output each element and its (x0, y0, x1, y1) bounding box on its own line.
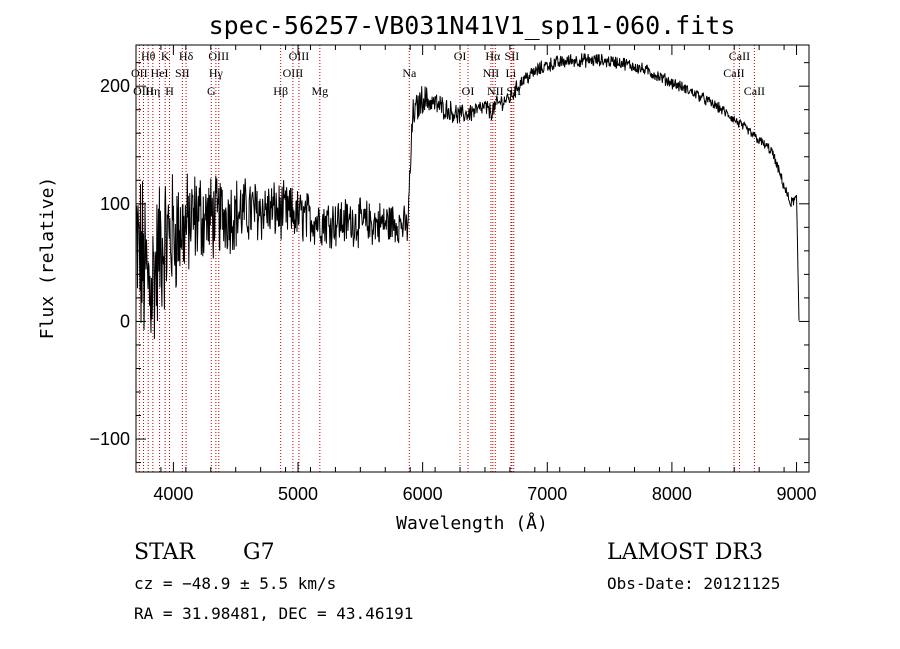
spectral-line-label: SII (175, 66, 190, 80)
spectral-line-label: OIII (133, 84, 154, 98)
spectral-line-label: OI (462, 84, 475, 98)
y-axis-ticks: −100 0 100 200 (89, 62, 809, 464)
x-axis-label: Wavelength (Å) (396, 512, 548, 534)
spectral-line-label: G (207, 84, 216, 98)
redshift-cz: cz = −48.9 ± 5.5 km/s (134, 574, 336, 593)
object-subclass: G7 (243, 540, 275, 565)
x-tick-label: 9000 (777, 484, 817, 504)
spectral-line-label: OIII (208, 49, 229, 63)
spectral-line-label: Na (402, 66, 417, 80)
spectral-line-label: OII (131, 66, 148, 80)
spectral-line-label: Hβ (273, 84, 288, 98)
x-tick-label: 4000 (153, 484, 193, 504)
spectral-line-label: K (161, 49, 170, 63)
spectral-line-label: OIII (289, 49, 310, 63)
x-axis-ticks: 4000 5000 6000 7000 8000 9000 (135, 45, 817, 504)
spectral-line-label: Hγ (209, 66, 224, 80)
flux-line (135, 53, 800, 340)
plot-frame (135, 44, 810, 473)
spectral-line-label: Mg (311, 84, 328, 98)
spectral-line-label: Hη (145, 84, 160, 98)
spectral-line-label: SII (505, 49, 520, 63)
chart-title: spec-56257-VB031N41V1_sp11-060.fits (209, 11, 736, 40)
observation-date: Obs-Date: 20121125 (607, 574, 780, 593)
x-tick-label: 7000 (527, 484, 567, 504)
spectral-line-label: OIII (283, 66, 304, 80)
y-tick-label: 0 (120, 311, 130, 331)
spectral-line-label: CaII (723, 66, 744, 80)
spectral-line-label: HeI (151, 66, 169, 80)
x-tick-label: 8000 (652, 484, 692, 504)
spectral-line-label: H (165, 84, 174, 98)
spectral-line-label: SII (506, 84, 521, 98)
spectral-line-label: Hδ (179, 49, 194, 63)
y-tick-label: −100 (89, 429, 130, 449)
spectral-line-label: NII (487, 84, 504, 98)
spectral-line-label: Hα (485, 49, 501, 63)
x-tick-label: 6000 (403, 484, 443, 504)
y-tick-label: 200 (100, 76, 130, 96)
spectral-line-label: OI (454, 49, 467, 63)
spectral-line-label: CaII (744, 84, 765, 98)
flux-series (135, 53, 800, 340)
y-tick-label: 100 (100, 194, 130, 214)
object-class: STAR (134, 540, 196, 565)
survey-name: LAMOST DR3 (607, 540, 763, 565)
spectral-line-label: CaII (729, 49, 750, 63)
spectral-line-label: Hθ (141, 49, 156, 63)
spectral-line-labels: Hθ OII OIII K H Hη HeI SII Hδ OIII Hγ G Hβ OIII OIII Mg… (131, 49, 765, 98)
coordinates: RA = 31.98481, DEC = 43.46191 (134, 604, 413, 623)
spectral-line-label: NII (483, 66, 500, 80)
x-tick-label: 5000 (278, 484, 318, 504)
y-axis-label: Flux (relative) (37, 177, 58, 340)
spectral-line-label: Li (506, 66, 517, 80)
